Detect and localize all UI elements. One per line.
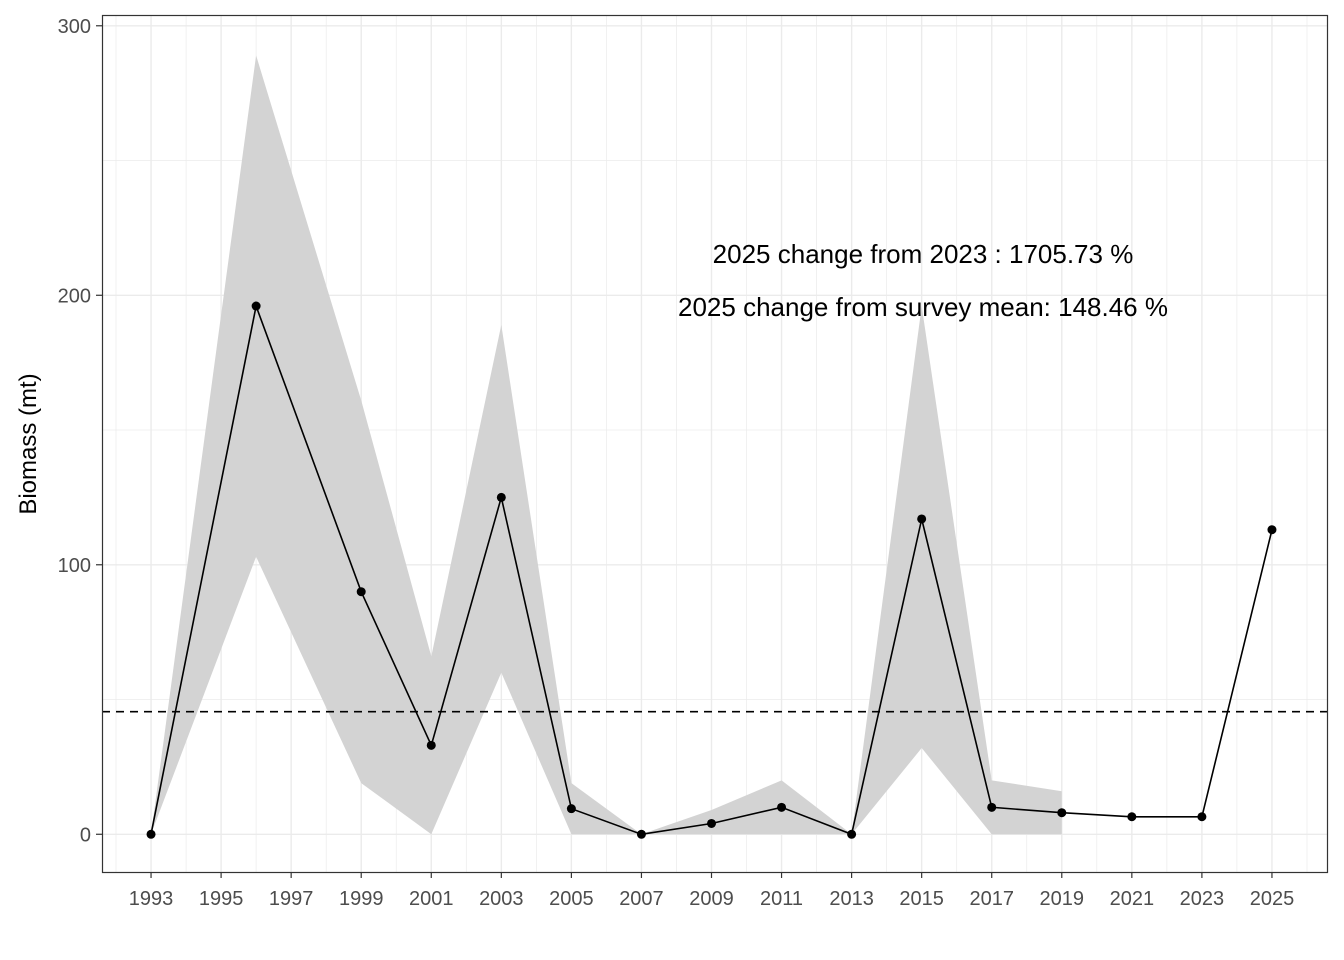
x-axis: 1993 1995 1997 1999 2001 2003 2005 2007 2009 2011…: [129, 872, 1294, 910]
x-tick-label: 1993: [129, 888, 174, 910]
x-tick-label: 2023: [1180, 888, 1225, 910]
y-tick-label: 0: [80, 824, 91, 846]
data-point: [987, 802, 997, 812]
panel-border: [101, 14, 1329, 874]
data-point: [251, 301, 261, 311]
y-axis: 0 100 200 300: [58, 16, 102, 846]
y-tick-label: 100: [58, 555, 91, 577]
data-point: [917, 514, 927, 524]
data-point: [1057, 808, 1067, 818]
data-point: [847, 829, 857, 839]
x-tick-label: 2015: [899, 888, 944, 910]
data-point: [146, 829, 156, 839]
biomass-series-line: [150, 303, 1273, 836]
x-tick-label: 2017: [969, 888, 1014, 910]
x-tick-label: 1999: [339, 888, 384, 910]
x-tick-label: 2003: [479, 888, 524, 910]
x-tick-label: 1997: [269, 888, 314, 910]
data-point: [356, 587, 366, 597]
x-tick-label: 2019: [1040, 888, 1085, 910]
x-tick-label: 2013: [829, 888, 874, 910]
biomass-points: [146, 301, 1277, 839]
y-tick-label: 300: [58, 16, 91, 38]
annotation-change-from-previous: 2025 change from 2023 : 1705.73 %: [713, 239, 1134, 269]
data-point: [1197, 812, 1207, 822]
x-tick-label: 2001: [409, 888, 454, 910]
y-tick-label: 200: [58, 285, 91, 307]
x-tick-label: 2025: [1250, 888, 1295, 910]
data-point: [426, 740, 436, 750]
x-tick-label: 2011: [760, 888, 803, 910]
x-tick-label: 2021: [1110, 888, 1155, 910]
confidence-band: [151, 55, 1062, 835]
data-point: [496, 492, 506, 502]
x-tick-label: 2005: [549, 888, 594, 910]
data-point: [636, 829, 646, 839]
data-point: [1267, 525, 1277, 535]
annotation-change-from-mean: 2025 change from survey mean: 148.46 %: [678, 292, 1168, 322]
data-point: [706, 818, 716, 828]
data-point: [777, 802, 787, 812]
y-axis-title: Biomass (mt): [15, 373, 42, 514]
x-tick-label: 2007: [619, 888, 664, 910]
data-point: [566, 804, 576, 814]
x-tick-label: 1995: [199, 888, 244, 910]
x-tick-label: 2009: [689, 888, 734, 910]
data-point: [1127, 812, 1137, 822]
